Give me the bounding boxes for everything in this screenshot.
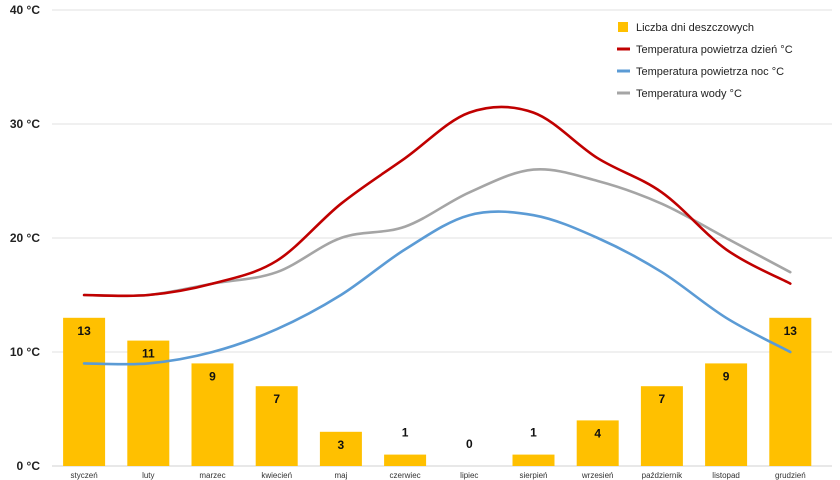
bar bbox=[512, 454, 555, 466]
y-tick-label: 30 °C bbox=[10, 117, 40, 131]
bar bbox=[319, 431, 362, 466]
x-tick-label: sierpień bbox=[519, 471, 547, 480]
bar-data-label: 7 bbox=[273, 392, 280, 406]
x-tick-label: kwiecień bbox=[261, 471, 292, 480]
bar-data-label: 9 bbox=[209, 369, 216, 383]
y-axis-ticks: 0 °C 10 °C 20 °C 30 °C 40 °C bbox=[10, 3, 40, 473]
bar bbox=[255, 386, 298, 466]
bar bbox=[640, 386, 683, 466]
data-labels: 13 11 9 7 3 1 0 1 4 7 9 13 bbox=[77, 324, 797, 452]
x-tick-label: luty bbox=[142, 471, 154, 480]
bar-data-label: 4 bbox=[594, 426, 601, 440]
gridlines bbox=[52, 9, 832, 467]
legend: Liczba dni deszczowych Temperatura powiet… bbox=[617, 22, 793, 100]
bar-data-label: 3 bbox=[338, 438, 345, 452]
bar-series bbox=[63, 317, 812, 466]
bar bbox=[576, 420, 619, 466]
x-tick-label: marzec bbox=[199, 471, 225, 480]
bar-data-label: 13 bbox=[77, 324, 91, 338]
bar-data-label: 11 bbox=[142, 347, 155, 361]
bar bbox=[769, 317, 812, 466]
x-tick-label: czerwiec bbox=[390, 471, 421, 480]
x-tick-label: listopad bbox=[712, 471, 740, 480]
x-tick-label: lipiec bbox=[460, 471, 478, 480]
bar-data-label: 13 bbox=[784, 324, 798, 338]
y-tick-label: 40 °C bbox=[10, 3, 40, 17]
bar bbox=[705, 363, 748, 466]
bar-data-label: 1 bbox=[530, 426, 537, 440]
legend-label: Temperatura powietrza dzień °C bbox=[636, 44, 793, 56]
bar bbox=[63, 317, 106, 466]
line-temp-air-night bbox=[82, 210, 792, 366]
x-tick-label: wrzesień bbox=[581, 471, 614, 480]
y-tick-label: 0 °C bbox=[17, 459, 41, 473]
x-tick-label: grudzień bbox=[775, 471, 806, 480]
legend-swatch-bar bbox=[618, 22, 628, 32]
x-tick-label: styczeń bbox=[71, 471, 98, 480]
bar-data-label: 0 bbox=[466, 437, 473, 451]
line-series bbox=[82, 105, 792, 366]
legend-label: Liczba dni deszczowych bbox=[636, 22, 754, 34]
legend-label: Temperatura powietrza noc °C bbox=[636, 66, 784, 78]
bar bbox=[384, 454, 427, 466]
x-tick-label: maj bbox=[334, 471, 347, 480]
line-temp-air-day bbox=[82, 105, 792, 298]
legend-label: Temperatura wody °C bbox=[636, 88, 742, 100]
y-tick-label: 20 °C bbox=[10, 231, 40, 245]
bar-data-label: 1 bbox=[402, 426, 409, 440]
x-axis-ticks: styczeń luty marzec kwiecień maj czerwiec lipi… bbox=[71, 471, 806, 480]
bar bbox=[191, 363, 234, 466]
bar-data-label: 9 bbox=[723, 369, 730, 383]
y-tick-label: 10 °C bbox=[10, 345, 40, 359]
bar-data-label: 7 bbox=[659, 392, 666, 406]
x-tick-label: październik bbox=[642, 471, 683, 480]
line-temp-water bbox=[82, 168, 792, 298]
